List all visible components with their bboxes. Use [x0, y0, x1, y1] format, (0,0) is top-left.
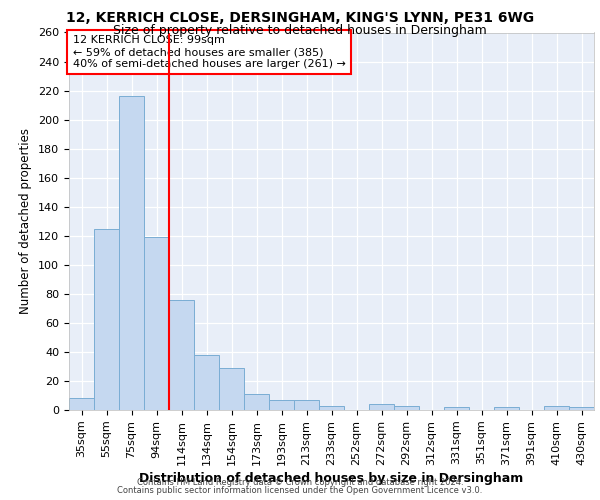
- Y-axis label: Number of detached properties: Number of detached properties: [19, 128, 32, 314]
- Bar: [69, 398, 94, 410]
- Text: 12 KERRICH CLOSE: 99sqm
← 59% of detached houses are smaller (385)
40% of semi-d: 12 KERRICH CLOSE: 99sqm ← 59% of detache…: [73, 36, 346, 68]
- Text: Size of property relative to detached houses in Dersingham: Size of property relative to detached ho…: [113, 24, 487, 37]
- Bar: [319, 406, 344, 410]
- Bar: [94, 228, 119, 410]
- Bar: [494, 407, 519, 410]
- Bar: [544, 406, 569, 410]
- Text: 12, KERRICH CLOSE, DERSINGHAM, KING'S LYNN, PE31 6WG: 12, KERRICH CLOSE, DERSINGHAM, KING'S LY…: [66, 11, 534, 25]
- Bar: [369, 404, 394, 410]
- Bar: [119, 96, 144, 410]
- Bar: [294, 400, 319, 410]
- Bar: [269, 400, 294, 410]
- Bar: [194, 355, 219, 410]
- Bar: [569, 407, 594, 410]
- Text: Contains public sector information licensed under the Open Government Licence v3: Contains public sector information licen…: [118, 486, 482, 495]
- Bar: [244, 394, 269, 410]
- Text: Contains HM Land Registry data © Crown copyright and database right 2024.: Contains HM Land Registry data © Crown c…: [137, 478, 463, 487]
- Bar: [219, 368, 244, 410]
- Bar: [394, 406, 419, 410]
- Bar: [144, 237, 169, 410]
- X-axis label: Distribution of detached houses by size in Dersingham: Distribution of detached houses by size …: [139, 472, 524, 485]
- Bar: [444, 407, 469, 410]
- Bar: [169, 300, 194, 410]
